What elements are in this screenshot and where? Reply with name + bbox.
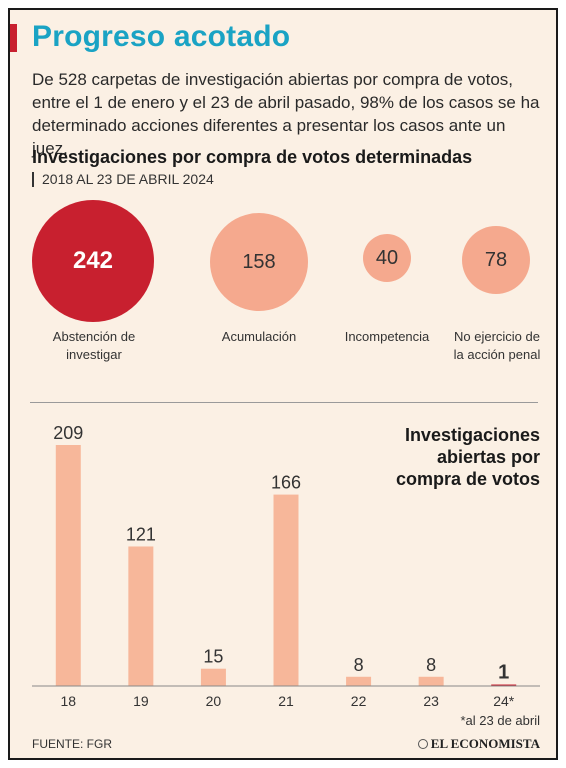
x-tick-label: 21	[278, 693, 294, 709]
bar-value-label: 1	[498, 662, 509, 684]
intro-text: De 528 carpetas de investigación abierta…	[32, 70, 540, 158]
circle-label-abstencion: Abstención de investigar	[52, 329, 136, 362]
circle-label-incompetencia: Incompetencia	[344, 329, 430, 344]
circle-label-acumulacion: Acumulación	[221, 329, 297, 344]
x-tick-label: 18	[60, 693, 76, 709]
x-tick-label: 19	[133, 693, 149, 709]
x-tick-label: 23	[423, 693, 439, 709]
circle-value: 78	[484, 248, 508, 271]
bar	[418, 676, 444, 686]
bar-value-label: 121	[126, 524, 156, 544]
circle-value: 40	[375, 246, 399, 269]
bar	[55, 445, 81, 686]
brand-logo: EL ECONOMISTA	[417, 736, 540, 752]
bar	[200, 668, 226, 686]
circle-incompetencia: 40	[363, 234, 411, 282]
infographic-frame: Progreso acotado De 528 carpetas de inve…	[8, 8, 558, 760]
bar	[128, 546, 154, 686]
source-note: FUENTE: FGR	[32, 737, 112, 751]
section-title: Investigaciones por compra de votos dete…	[32, 147, 473, 167]
chart-title-line: Investigaciones	[404, 425, 540, 445]
circle-value: 158	[242, 250, 276, 273]
bar-value-label: 166	[271, 473, 301, 493]
bar	[491, 684, 517, 686]
x-tick-label: 22	[351, 693, 367, 709]
brand-name: EL ECONOMISTA	[430, 736, 540, 751]
x-tick-label: 24*	[493, 693, 515, 709]
bar-value-label: 8	[354, 655, 364, 675]
bar-value-label: 15	[203, 647, 223, 667]
bar	[273, 494, 299, 686]
page-title: Progreso acotado	[32, 20, 291, 53]
bar-value-label: 209	[53, 423, 83, 443]
circle-abstencion: 242	[32, 200, 154, 322]
x-tick-label: 20	[206, 693, 222, 709]
bar	[346, 676, 372, 686]
section-subtitle: 2018 AL 23 DE ABRIL 2024	[32, 172, 214, 187]
circle-acumulacion: 158	[210, 213, 308, 311]
footnote: *al 23 de abril	[460, 713, 541, 728]
chart-title: Investigaciones abiertas por compra de v…	[396, 424, 540, 490]
chart-title-line: abiertas por	[436, 447, 540, 467]
chart-title-line: compra de votos	[395, 469, 540, 489]
section-divider	[30, 402, 538, 403]
brand-icon	[417, 739, 428, 749]
title-accent-bar	[10, 24, 17, 52]
circle-label-no-ejercicio: No ejercicio de la acción penal	[453, 329, 541, 362]
bar-value-label: 8	[426, 655, 436, 675]
bar-chart: 209 18 121 19 15 20 166 21 8 22 8 23 1 24*	[32, 423, 540, 709]
circle-value: 242	[72, 247, 114, 274]
circle-no-ejercicio: 78	[462, 226, 530, 294]
